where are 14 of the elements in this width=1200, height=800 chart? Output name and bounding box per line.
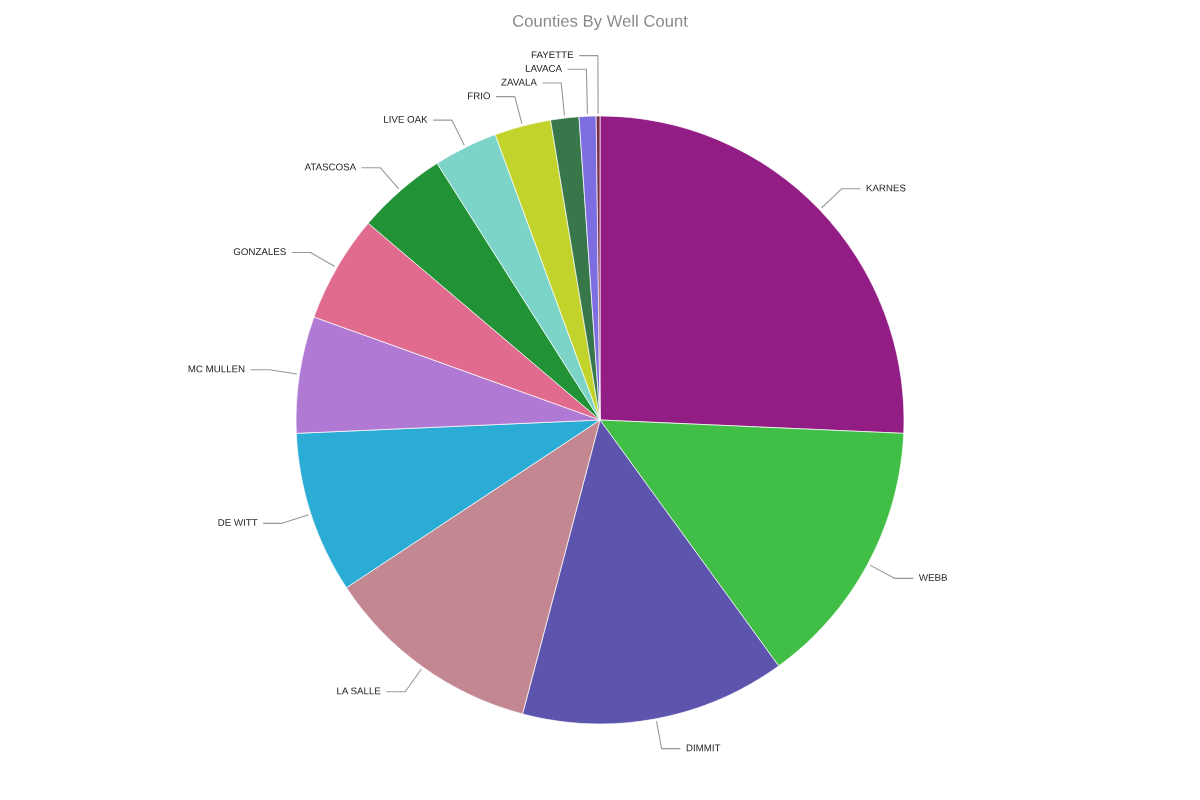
slice-label: LIVE OAK bbox=[384, 115, 428, 123]
slice-label: DE WITT bbox=[218, 519, 258, 526]
slice-label: GONZALES bbox=[233, 248, 286, 256]
slice-label: FRIO bbox=[468, 92, 491, 100]
slice-label: ATASCOSA bbox=[304, 163, 357, 171]
slice-label: KARNES bbox=[866, 184, 906, 192]
slice-label: LAVACA bbox=[525, 65, 563, 72]
slice-label: MC MULLEN bbox=[188, 365, 245, 373]
slice-label: DIMMIT bbox=[686, 744, 721, 752]
slice-label: LA SALLE bbox=[337, 687, 381, 695]
chart-title: Counties By Well Count bbox=[512, 14, 688, 31]
slice-label: ZAVALA bbox=[501, 78, 537, 86]
slice-label: FAYETTE bbox=[531, 51, 574, 59]
slice-label: WEBB bbox=[918, 574, 947, 581]
